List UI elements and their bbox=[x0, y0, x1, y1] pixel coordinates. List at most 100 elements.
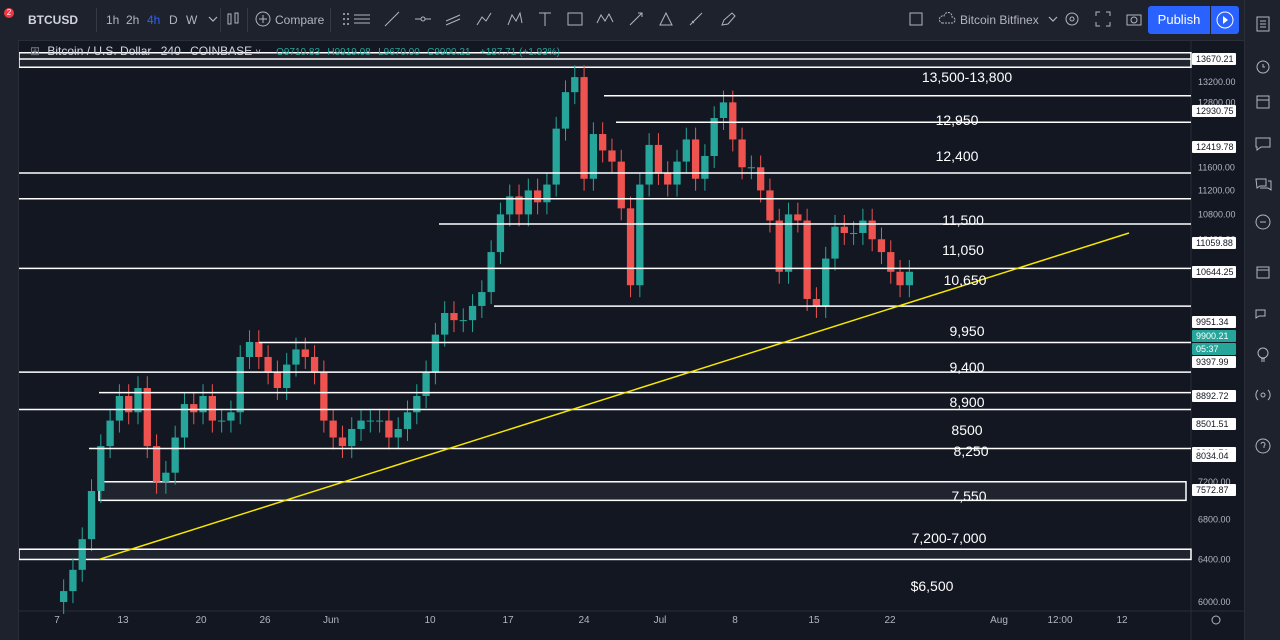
price-label-box bbox=[1192, 316, 1236, 328]
help-icon[interactable] bbox=[1253, 436, 1273, 456]
legend-change: +187.71 (+1.93%) bbox=[479, 47, 560, 58]
chevron-down-icon[interactable] bbox=[1043, 9, 1063, 31]
candle bbox=[413, 396, 421, 413]
trend-line-icon[interactable] bbox=[382, 9, 402, 31]
candle bbox=[868, 220, 876, 240]
legend-high: H9919.08 bbox=[327, 47, 371, 58]
candle bbox=[849, 232, 858, 234]
messages-icon[interactable] bbox=[1253, 174, 1273, 194]
candle bbox=[515, 196, 523, 215]
timeframe-d[interactable]: D bbox=[169, 13, 178, 27]
timeframe-4h[interactable]: 4h bbox=[147, 13, 161, 27]
broadcast-icon[interactable] bbox=[1253, 385, 1273, 405]
level-annotation: 7,550 bbox=[951, 488, 986, 504]
legend-open: O9710.83 bbox=[276, 47, 321, 58]
horizontal-lines-icon[interactable] bbox=[352, 9, 372, 31]
compare-button[interactable]: Compare bbox=[275, 13, 325, 27]
price-tick-label: 6800.00 bbox=[1198, 514, 1231, 524]
candle bbox=[617, 161, 625, 209]
candle bbox=[366, 420, 374, 422]
candle bbox=[106, 420, 114, 447]
candle bbox=[775, 220, 783, 272]
time-tick-label: Jul bbox=[654, 615, 667, 626]
chat-icon[interactable] bbox=[1253, 134, 1273, 154]
candle bbox=[636, 184, 644, 286]
candle bbox=[599, 134, 607, 151]
candle bbox=[496, 214, 505, 253]
price-chart[interactable]: 13,500-13,800 12,950 12,400 11,500 11,050 10,… bbox=[19, 41, 1244, 640]
parallel-channel-icon[interactable] bbox=[443, 9, 463, 31]
toolbar-divider bbox=[96, 8, 97, 32]
notification-badge[interactable]: 2 bbox=[4, 8, 14, 18]
candle bbox=[190, 404, 198, 413]
data-window-icon[interactable] bbox=[1253, 92, 1273, 112]
pitchfork-icon[interactable] bbox=[474, 9, 494, 31]
time-tick-label: 10 bbox=[424, 615, 436, 626]
drag-handle-icon[interactable] bbox=[336, 9, 356, 31]
time-tick-label: 22 bbox=[884, 615, 896, 626]
candle bbox=[487, 252, 495, 293]
timeframe-w[interactable]: W bbox=[186, 13, 198, 27]
candle bbox=[831, 226, 839, 259]
measure-icon[interactable] bbox=[626, 9, 646, 31]
chevron-down-icon[interactable] bbox=[203, 9, 223, 31]
plus-circle-icon[interactable] bbox=[253, 9, 273, 31]
candle bbox=[701, 156, 709, 179]
candle bbox=[478, 292, 486, 306]
candle bbox=[822, 258, 830, 306]
gear-icon[interactable] bbox=[1062, 9, 1082, 31]
horizontal-ray-icon[interactable] bbox=[413, 9, 433, 31]
ideas-stream-icon[interactable] bbox=[1253, 212, 1273, 232]
fib-retracement-icon[interactable] bbox=[656, 9, 676, 31]
elliott-wave-icon[interactable] bbox=[595, 9, 615, 31]
legend-title[interactable]: Bitcoin / U.S. Dollar bbox=[47, 44, 152, 58]
level-annotation: 7,200-7,000 bbox=[912, 530, 987, 546]
candle bbox=[115, 396, 124, 421]
candle bbox=[450, 313, 458, 321]
fullscreen-icon[interactable] bbox=[1093, 9, 1113, 31]
candle bbox=[217, 420, 226, 422]
alarm-clock-icon[interactable] bbox=[1253, 56, 1273, 76]
price-label-box bbox=[1192, 266, 1236, 278]
candle bbox=[60, 591, 68, 602]
right-sidebar bbox=[1244, 0, 1280, 640]
watchlist-selector[interactable]: Bitcoin Bitfinex bbox=[960, 13, 1039, 27]
publish-play-button[interactable] bbox=[1211, 6, 1239, 34]
candle bbox=[812, 298, 821, 306]
watchlist-icon[interactable] bbox=[1253, 14, 1273, 34]
timeframe-1h[interactable]: 1h bbox=[106, 13, 120, 27]
candle bbox=[152, 446, 161, 482]
level-annotation: 8,900 bbox=[949, 394, 984, 410]
candle bbox=[87, 490, 96, 540]
candle bbox=[747, 167, 756, 169]
price-label-box bbox=[1192, 343, 1236, 355]
checkbox-icon[interactable] bbox=[906, 9, 926, 31]
rectangle-icon[interactable] bbox=[565, 9, 585, 31]
calendar-icon[interactable] bbox=[1253, 262, 1273, 282]
toolbar-divider bbox=[220, 8, 221, 32]
abcd-pattern-icon[interactable] bbox=[505, 9, 525, 31]
price-label: 12930.75 bbox=[1196, 106, 1234, 116]
candle bbox=[403, 412, 412, 429]
price-tick-label: 6400.00 bbox=[1198, 554, 1231, 564]
candle bbox=[125, 396, 133, 413]
publish-button[interactable]: Publish bbox=[1148, 6, 1210, 34]
pencil-icon[interactable] bbox=[718, 9, 738, 31]
text-tool-icon[interactable] bbox=[535, 9, 555, 31]
timeframe-2h[interactable]: 2h bbox=[126, 13, 140, 27]
candles-icon[interactable] bbox=[223, 9, 243, 31]
candle bbox=[571, 77, 579, 93]
price-tick-label: 7200.00 bbox=[1198, 477, 1231, 487]
candle bbox=[905, 271, 913, 286]
chat-bubbles-icon[interactable] bbox=[1253, 305, 1273, 325]
candle bbox=[580, 77, 588, 179]
lightbulb-icon[interactable] bbox=[1253, 345, 1273, 365]
camera-icon[interactable] bbox=[1124, 9, 1144, 31]
price-label-box bbox=[1192, 53, 1236, 65]
legend-menu-icon[interactable]: ⊞ bbox=[30, 44, 41, 58]
top-toolbar: BTCUSD 1h 2h 4h D W Compare bbox=[0, 0, 1280, 41]
candle bbox=[459, 320, 467, 322]
brush-icon[interactable] bbox=[686, 9, 706, 31]
chevron-down-icon[interactable]: ˅ bbox=[255, 47, 261, 57]
symbol-search[interactable]: BTCUSD bbox=[28, 13, 78, 27]
